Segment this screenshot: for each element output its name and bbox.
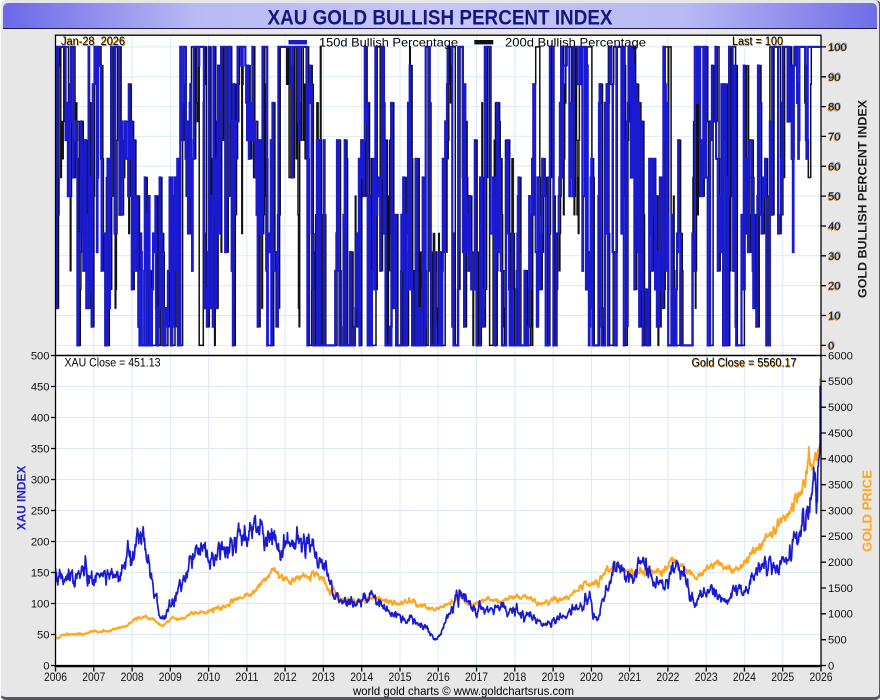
- svg-text:10: 10: [828, 311, 840, 323]
- svg-text:300: 300: [31, 475, 50, 487]
- svg-text:60: 60: [828, 161, 840, 173]
- svg-text:90: 90: [828, 72, 840, 84]
- svg-text:2021: 2021: [618, 670, 641, 684]
- svg-text:60: 60: [827, 162, 839, 174]
- svg-text:500: 500: [828, 635, 847, 647]
- svg-text:1500: 1500: [828, 583, 853, 595]
- svg-text:Gold Close = 5560.17: Gold Close = 5560.17: [692, 358, 797, 370]
- svg-text:80: 80: [828, 102, 840, 114]
- svg-text:2010: 2010: [197, 670, 220, 684]
- svg-text:500: 500: [31, 351, 50, 363]
- svg-text:Last = 100: Last = 100: [733, 37, 784, 49]
- svg-text:0: 0: [43, 661, 49, 673]
- svg-text:50: 50: [37, 630, 49, 642]
- svg-text:2025: 2025: [771, 670, 794, 684]
- svg-text:40: 40: [828, 221, 840, 233]
- svg-text:Jan-28 2026: Jan-28 2026: [61, 36, 125, 48]
- svg-text:5000: 5000: [828, 402, 853, 414]
- svg-text:2022: 2022: [656, 670, 679, 684]
- svg-text:2020: 2020: [580, 670, 603, 684]
- svg-text:400: 400: [31, 413, 50, 425]
- svg-text:2017: 2017: [465, 670, 488, 684]
- svg-text:200: 200: [31, 537, 50, 549]
- svg-text:100: 100: [829, 41, 848, 53]
- svg-text:3500: 3500: [828, 480, 853, 492]
- svg-text:450: 450: [31, 382, 50, 394]
- svg-text:10: 10: [827, 311, 839, 323]
- svg-text:Jan-28 2026: Jan-28 2026: [62, 37, 126, 49]
- svg-text:50: 50: [828, 191, 840, 203]
- svg-text:2024: 2024: [733, 670, 756, 684]
- svg-text:40: 40: [827, 222, 839, 234]
- svg-text:100: 100: [31, 599, 50, 611]
- svg-text:70: 70: [827, 132, 839, 144]
- svg-text:XAU INDEX: XAU INDEX: [15, 466, 29, 531]
- svg-text:6000: 6000: [828, 350, 853, 362]
- svg-text:80: 80: [829, 101, 841, 113]
- svg-text:0: 0: [828, 340, 834, 352]
- svg-text:70: 70: [828, 131, 840, 143]
- svg-text:50: 50: [827, 192, 839, 204]
- svg-text:20: 20: [828, 281, 840, 293]
- svg-text:20: 20: [829, 280, 841, 292]
- svg-text:GOLD PRICE: GOLD PRICE: [860, 470, 875, 552]
- svg-text:30: 30: [827, 252, 839, 264]
- svg-text:2012: 2012: [274, 670, 297, 684]
- svg-text:2013: 2013: [312, 670, 335, 684]
- svg-text:200d Bullish Percentage: 200d Bullish Percentage: [505, 36, 646, 50]
- svg-text:2019: 2019: [542, 670, 565, 684]
- svg-text:2009: 2009: [159, 670, 182, 684]
- svg-text:150d Bullish Percentage: 150d Bullish Percentage: [319, 36, 458, 50]
- svg-text:3000: 3000: [828, 505, 853, 517]
- svg-text:2008: 2008: [121, 670, 144, 684]
- svg-text:Gold Close = 5560.17: Gold Close = 5560.17: [692, 358, 797, 370]
- svg-text:2011: 2011: [235, 670, 258, 684]
- svg-text:90: 90: [827, 73, 839, 85]
- svg-text:30: 30: [829, 250, 841, 262]
- svg-text:XAU GOLD BULLISH PERCENT INDEX: XAU GOLD BULLISH PERCENT INDEX: [268, 7, 613, 30]
- svg-text:100: 100: [828, 42, 847, 54]
- svg-text:350: 350: [31, 444, 50, 456]
- svg-text:2023: 2023: [695, 670, 718, 684]
- svg-text:2026: 2026: [810, 670, 833, 684]
- svg-text:150: 150: [31, 568, 50, 580]
- svg-text:80: 80: [827, 102, 839, 114]
- svg-text:GOLD BULLISH PERCENT INDEX: GOLD BULLISH PERCENT INDEX: [856, 100, 870, 298]
- svg-text:90: 90: [829, 71, 841, 83]
- svg-text:20: 20: [827, 282, 839, 294]
- svg-text:Last = 100: Last = 100: [732, 36, 783, 48]
- svg-text:2014: 2014: [350, 670, 373, 684]
- svg-text:100: 100: [827, 43, 846, 55]
- svg-text:0: 0: [828, 660, 834, 672]
- svg-text:0: 0: [829, 340, 835, 352]
- svg-text:0: 0: [827, 341, 833, 353]
- svg-text:4000: 4000: [828, 454, 853, 466]
- svg-text:2018: 2018: [503, 670, 526, 684]
- svg-text:50: 50: [829, 190, 841, 202]
- svg-text:2000: 2000: [828, 557, 853, 569]
- svg-text:2016: 2016: [427, 670, 450, 684]
- svg-text:5500: 5500: [828, 376, 853, 388]
- svg-text:70: 70: [829, 131, 841, 143]
- svg-text:2007: 2007: [82, 670, 105, 684]
- svg-text:2500: 2500: [828, 531, 853, 543]
- svg-text:XAU Close = 451.13: XAU Close = 451.13: [65, 358, 161, 370]
- svg-text:10: 10: [829, 310, 841, 322]
- svg-text:250: 250: [31, 506, 50, 518]
- svg-text:2015: 2015: [389, 670, 412, 684]
- svg-text:world gold charts © www.goldch: world gold charts © www.goldchartsrus.co…: [352, 684, 574, 698]
- svg-text:60: 60: [829, 161, 841, 173]
- svg-text:2006: 2006: [44, 670, 67, 684]
- svg-text:1000: 1000: [828, 609, 853, 621]
- svg-text:40: 40: [829, 220, 841, 232]
- svg-text:30: 30: [828, 251, 840, 263]
- svg-text:4500: 4500: [828, 428, 853, 440]
